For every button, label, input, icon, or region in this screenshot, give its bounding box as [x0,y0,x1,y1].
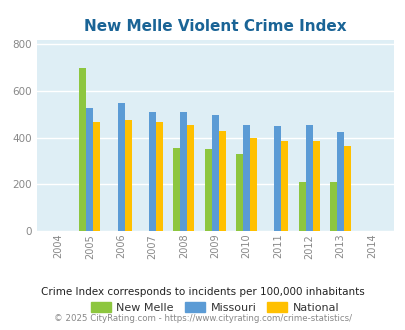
Bar [343,146,350,231]
Bar [180,113,187,231]
Bar [205,149,211,231]
Bar [93,121,100,231]
Bar [305,125,312,231]
Bar [249,138,256,231]
Bar [149,113,156,231]
Legend: New Melle, Missouri, National: New Melle, Missouri, National [86,298,343,317]
Text: © 2025 CityRating.com - https://www.cityrating.com/crime-statistics/: © 2025 CityRating.com - https://www.city… [54,314,351,323]
Bar [312,141,319,231]
Bar [187,124,194,231]
Title: New Melle Violent Crime Index: New Melle Violent Crime Index [84,19,345,34]
Bar [281,141,288,231]
Bar [336,133,343,231]
Bar [117,103,124,231]
Bar [86,109,93,231]
Bar [236,154,243,231]
Bar [79,68,86,231]
Bar [124,120,131,231]
Bar [274,126,281,231]
Bar [243,125,249,231]
Bar [218,131,225,231]
Bar [211,115,218,231]
Bar [156,121,162,231]
Bar [329,182,336,231]
Bar [173,148,180,231]
Bar [298,182,305,231]
Text: Crime Index corresponds to incidents per 100,000 inhabitants: Crime Index corresponds to incidents per… [41,287,364,297]
